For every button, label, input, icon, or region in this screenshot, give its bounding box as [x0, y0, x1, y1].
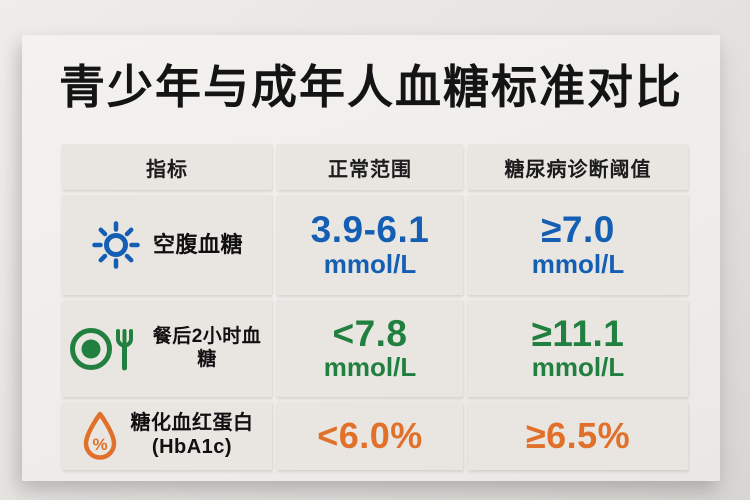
sun-icon: [91, 220, 141, 270]
column-header-diabetes-threshold: 糖尿病诊断阈值: [468, 144, 688, 190]
page-title: 青少年与成年人血糖标准对比: [59, 61, 683, 113]
table-cell-fasting-threshold: ≥7.0 mmol/L: [468, 195, 688, 295]
column-header-label: 正常范围: [328, 158, 412, 181]
table-cell-postprandial-threshold: ≥11.1 mmol/L: [468, 300, 688, 397]
table-cell-hba1c-threshold: ≥6.5%: [468, 402, 688, 470]
table-cell-hba1c-normal: <6.0%: [277, 402, 463, 470]
infographic-card: 青少年与成年人血糖标准对比 指标 正常范围 糖尿病诊断阈值: [22, 35, 720, 481]
threshold-value: ≥7.0: [541, 209, 615, 251]
indicator-label: 空腹血糖: [152, 232, 243, 258]
table-row-postprandial-indicator: 餐后2小时血糖: [62, 300, 272, 397]
threshold-value: ≥6.5%: [525, 414, 631, 456]
table-cell-fasting-normal: 3.9-6.1 mmol/L: [277, 195, 463, 295]
column-header-label: 糖尿病诊断阈值: [504, 158, 652, 181]
threshold-unit: mmol/L: [531, 352, 625, 383]
column-header-label: 指标: [146, 158, 188, 181]
column-header-normal-range: 正常范围: [277, 144, 463, 190]
normal-range-value: 3.9-6.1: [310, 209, 430, 251]
normal-range-value: <6.0%: [317, 414, 423, 456]
table-row-hba1c-indicator: % 糖化血红蛋白 (HbA1c): [62, 402, 272, 470]
plate-fork-icon: [68, 323, 136, 375]
indicator-label: 餐后2小时血糖: [152, 326, 262, 370]
column-header-indicator: 指标: [62, 144, 272, 190]
normal-range-value: <7.8: [332, 312, 408, 354]
svg-text:%: %: [92, 435, 107, 454]
table-cell-postprandial-normal: <7.8 mmol/L: [277, 300, 463, 397]
threshold-unit: mmol/L: [531, 248, 625, 279]
normal-range-unit: mmol/L: [323, 352, 417, 383]
normal-range-unit: mmol/L: [323, 248, 417, 279]
indicator-label: 糖化血红蛋白 (HbA1c): [130, 412, 254, 458]
comparison-table: 指标 正常范围 糖尿病诊断阈值: [62, 144, 688, 470]
droplet-percent-icon: %: [81, 410, 119, 462]
threshold-value: ≥11.1: [531, 312, 625, 354]
table-row-fasting-indicator: 空腹血糖: [62, 195, 272, 295]
